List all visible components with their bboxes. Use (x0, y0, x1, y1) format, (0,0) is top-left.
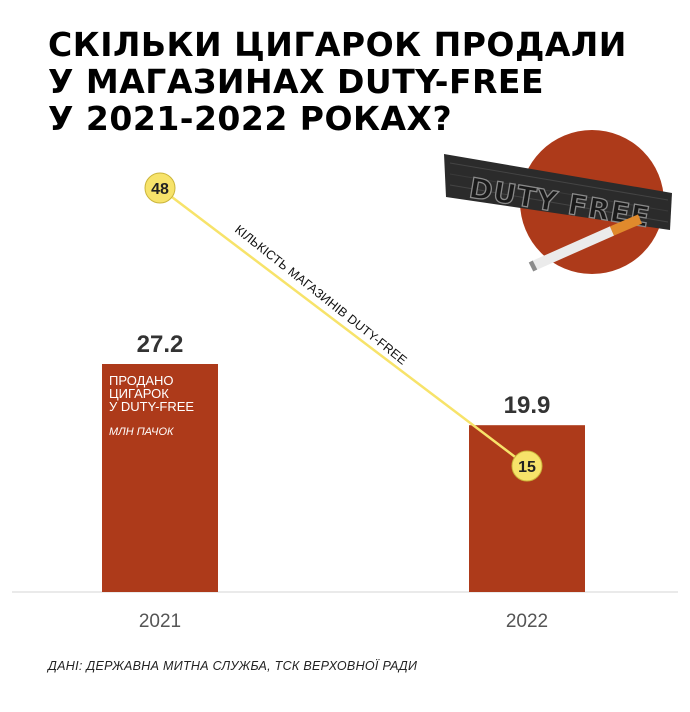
x-tick-label-2021: 2021 (139, 611, 181, 632)
line-series-path (159, 187, 528, 467)
bar-2022 (469, 425, 585, 592)
chart-title: СКІЛЬКИ ЦИГАРОК ПРОДАЛИ У МАГАЗИНАХ DUTY… (48, 26, 627, 137)
bar-unit-label: МЛН ПАЧОК (109, 426, 174, 438)
line-series-label: КІЛЬКІСТЬ МАГАЗИНІВ DUTY-FREE (232, 222, 410, 367)
cigarette-duty-free-illustration: DUTY FREE (444, 130, 672, 274)
bar-value-label-2022: 19.9 (504, 392, 551, 419)
line-point-2022 (511, 450, 543, 482)
source-note: ДАНІ: ДЕРЖАВНА МИТНА СЛУЖБА, ТСК ВЕРХОВН… (48, 659, 418, 673)
line-point-2021 (144, 172, 176, 204)
bar-label-line-2: ЦИГАРОК (109, 386, 169, 401)
cigarette-icon (528, 214, 642, 272)
x-tick-label-2022: 2022 (506, 611, 548, 632)
bar-label-line-1: ПРОДАНО (109, 373, 174, 388)
title-line-1: СКІЛЬКИ ЦИГАРОК ПРОДАЛИ (48, 25, 627, 64)
bars-group: 27.2 2021 19.9 2022 (102, 331, 585, 632)
line-series-group: 48 15 (144, 172, 543, 482)
bar-2021 (102, 364, 218, 592)
line-point-label-2021: 48 (151, 181, 169, 198)
bar-series-label: ПРОДАНО ЦИГАРОК У DUTY-FREE МЛН ПАЧОК (109, 373, 194, 438)
bar-value-label-2021: 27.2 (137, 331, 184, 358)
line-point-label-2022: 15 (518, 459, 536, 476)
title-line-3: У 2021-2022 РОКАХ? (48, 99, 453, 138)
title-line-2: У МАГАЗИНАХ DUTY-FREE (48, 62, 545, 101)
bar-label-line-3: У DUTY-FREE (109, 399, 194, 414)
